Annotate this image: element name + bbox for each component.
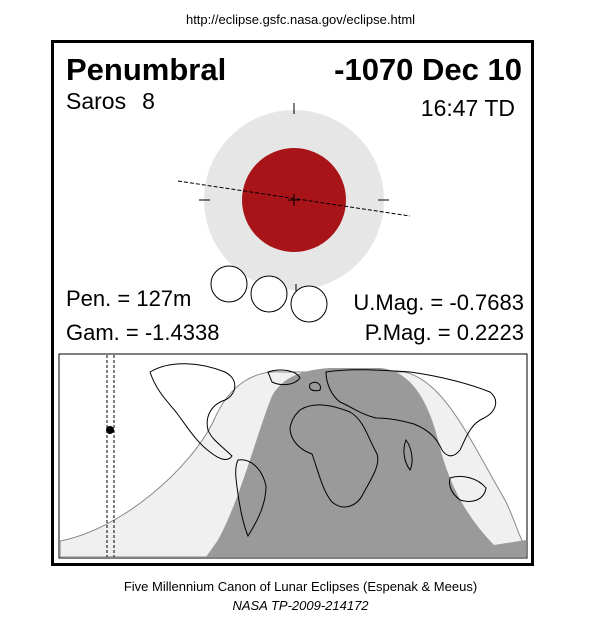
moon-last-contact xyxy=(290,285,328,323)
moon-first-contact xyxy=(210,265,248,303)
moon-greatest-eclipse xyxy=(250,275,288,313)
greatest-eclipse-point xyxy=(106,426,114,434)
continent-outlines xyxy=(149,363,497,538)
penumbral-duration: Pen. = 127m xyxy=(66,286,192,311)
eclipse-type: Penumbral xyxy=(66,52,227,87)
nasa-publication: NASA TP-2009-214172 xyxy=(232,598,369,613)
eclipse-panel xyxy=(51,40,534,566)
eclipse-time: 16:47 TD xyxy=(420,95,515,121)
eclipse-visible-zone xyxy=(206,368,526,557)
source-url: http://eclipse.gsfc.nasa.gov/eclipse.htm… xyxy=(185,12,416,27)
saros-label: Saros xyxy=(66,88,127,114)
canon-citation: Five Millennium Canon of Lunar Eclipses … xyxy=(123,579,478,594)
gamma-value: Gam. = -1.4338 xyxy=(66,320,220,345)
moon-path xyxy=(177,180,411,217)
shadow-axis-ticks xyxy=(199,103,389,206)
eclipse-date: -1070 Dec 10 xyxy=(334,52,522,87)
visibility-map xyxy=(58,353,528,559)
saros-info: Saros 8 xyxy=(66,88,155,115)
saros-number: 8 xyxy=(142,88,155,114)
penumbral-magnitude: P.Mag. = 0.2223 xyxy=(364,320,524,345)
umbral-magnitude: U.Mag. = -0.7683 xyxy=(353,290,524,315)
